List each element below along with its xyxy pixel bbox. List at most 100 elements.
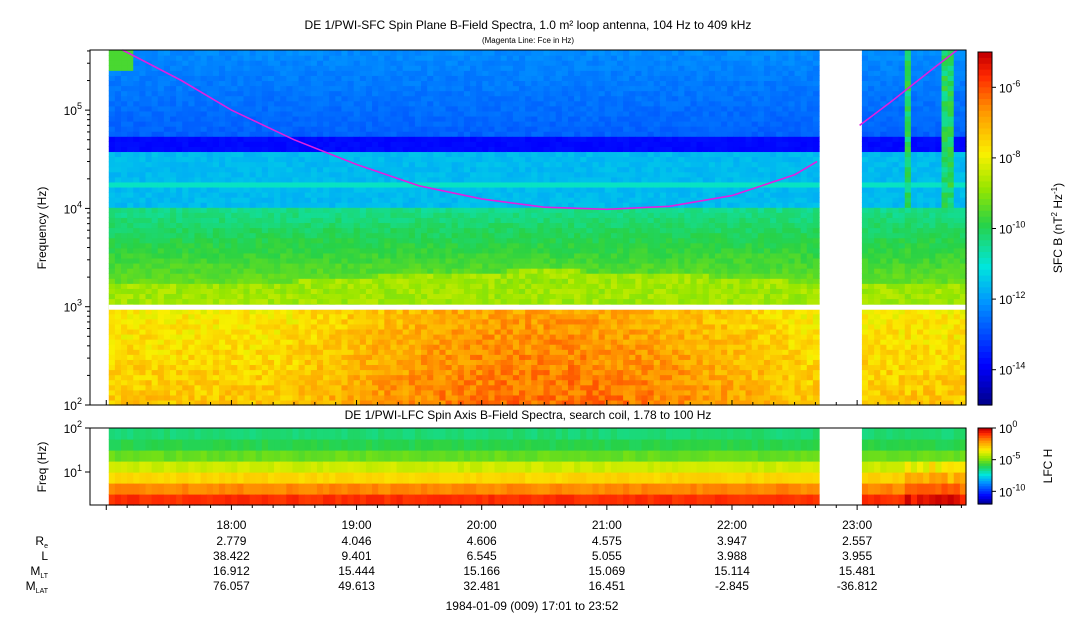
top-heatmap-cell xyxy=(274,369,281,376)
top-heatmap-cell xyxy=(353,207,361,213)
top-heatmap-cell xyxy=(121,328,128,335)
top-heatmap-cell xyxy=(274,247,281,254)
top-heatmap-cell xyxy=(280,192,287,198)
top-heatmap-cell xyxy=(402,136,410,142)
top-heatmap-cell xyxy=(421,318,428,325)
top-heatmap-cell xyxy=(488,151,496,158)
top-heatmap-cell xyxy=(298,176,306,183)
top-heatmap-cell xyxy=(212,50,220,56)
top-heatmap-cell xyxy=(525,80,532,87)
top-heatmap-cell xyxy=(145,65,153,71)
top-heatmap-cell xyxy=(286,298,294,305)
top-heatmap-cell xyxy=(127,105,134,112)
top-heatmap-cell xyxy=(365,247,373,254)
top-heatmap-cell xyxy=(292,298,300,305)
top-heatmap-cell xyxy=(304,394,312,401)
top-heatmap-cell xyxy=(206,232,214,239)
top-heatmap-cell xyxy=(139,237,147,244)
top-heatmap-cell xyxy=(280,349,287,355)
top-heatmap-cell xyxy=(280,394,287,401)
top-heatmap-cell xyxy=(519,273,526,279)
top-heatmap-cell xyxy=(163,181,171,188)
top-heatmap-cell xyxy=(531,176,538,183)
top-heatmap-cell xyxy=(384,308,392,315)
top-heatmap-cell xyxy=(206,212,214,218)
top-heatmap-cell xyxy=(133,100,140,107)
top-heatmap-cell xyxy=(243,308,251,315)
top-heatmap-cell xyxy=(341,328,349,335)
top-heatmap-cell xyxy=(488,379,496,386)
top-heatmap-cell xyxy=(359,384,367,391)
top-heatmap-cell xyxy=(384,354,392,360)
top-heatmap-cell xyxy=(304,389,312,396)
top-heatmap-cell xyxy=(531,65,538,71)
top-heatmap-cell xyxy=(482,384,489,391)
top-heatmap-cell xyxy=(494,146,502,153)
top-heatmap-cell xyxy=(402,232,410,239)
top-heatmap-cell xyxy=(341,115,349,122)
top-heatmap-cell xyxy=(200,95,208,102)
top-heatmap-cell xyxy=(506,232,514,239)
top-heatmap-cell xyxy=(353,75,361,82)
top-heatmap-cell xyxy=(414,394,422,401)
top-heatmap-cell xyxy=(494,156,502,163)
top-heatmap-cell xyxy=(231,105,238,112)
top-heatmap-cell xyxy=(390,364,398,371)
top-heatmap-cell xyxy=(163,399,171,406)
top-heatmap-cell xyxy=(457,166,465,173)
top-heatmap-cell xyxy=(525,75,532,82)
top-heatmap-cell xyxy=(451,136,459,142)
top-heatmap-cell xyxy=(335,161,343,168)
top-heatmap-cell xyxy=(329,349,336,355)
top-heatmap-cell xyxy=(519,105,526,112)
top-heatmap-cell xyxy=(206,334,214,340)
top-heatmap-cell xyxy=(218,90,226,97)
top-heatmap-cell xyxy=(359,364,367,371)
top-heatmap-cell xyxy=(372,252,379,259)
top-heatmap-cell xyxy=(512,278,520,284)
top-heatmap-cell xyxy=(408,95,416,102)
top-heatmap-cell xyxy=(482,70,489,76)
top-heatmap-cell xyxy=(512,212,520,218)
top-heatmap-cell xyxy=(255,359,263,366)
top-heatmap-cell xyxy=(182,288,189,295)
top-heatmap-cell xyxy=(310,166,318,173)
top-heatmap-cell xyxy=(396,75,404,82)
top-heatmap-cell xyxy=(286,136,294,142)
top-heatmap-cell xyxy=(414,115,422,122)
top-heatmap-cell xyxy=(304,237,312,244)
top-heatmap-cell xyxy=(255,227,263,234)
top-heatmap-cell xyxy=(267,369,275,376)
top-heatmap-cell xyxy=(151,75,159,82)
top-heatmap-cell xyxy=(482,146,489,153)
top-heatmap-cell xyxy=(402,212,410,218)
top-heatmap-cell xyxy=(525,359,532,366)
top-heatmap-cell xyxy=(267,268,275,274)
top-heatmap-cell xyxy=(163,60,171,66)
top-heatmap-cell xyxy=(127,273,134,279)
top-heatmap-cell xyxy=(108,389,116,396)
top-heatmap-cell xyxy=(261,202,269,208)
top-heatmap-cell xyxy=(378,318,385,325)
top-heatmap-cell xyxy=(188,217,196,224)
top-heatmap-cell xyxy=(451,60,459,66)
top-heatmap-cell xyxy=(316,394,324,401)
top-heatmap-cell xyxy=(108,217,116,224)
top-heatmap-cell xyxy=(482,156,489,163)
top-heatmap-cell xyxy=(519,354,526,360)
top-heatmap-cell xyxy=(127,257,134,264)
top-heatmap-cell xyxy=(286,181,294,188)
top-heatmap-cell xyxy=(176,171,183,178)
top-heatmap-cell xyxy=(365,344,373,350)
top-heatmap-cell xyxy=(114,156,122,163)
top-heatmap-cell xyxy=(304,181,312,188)
top-heatmap-cell xyxy=(482,252,489,259)
top-heatmap-cell xyxy=(145,242,153,249)
top-heatmap-cell xyxy=(292,323,300,330)
top-heatmap-cell xyxy=(316,161,324,168)
top-heatmap-cell xyxy=(286,293,294,300)
top-heatmap-cell xyxy=(188,197,196,203)
top-heatmap-cell xyxy=(274,75,281,82)
top-heatmap-cell xyxy=(537,237,545,244)
top-heatmap-cell xyxy=(451,50,459,56)
